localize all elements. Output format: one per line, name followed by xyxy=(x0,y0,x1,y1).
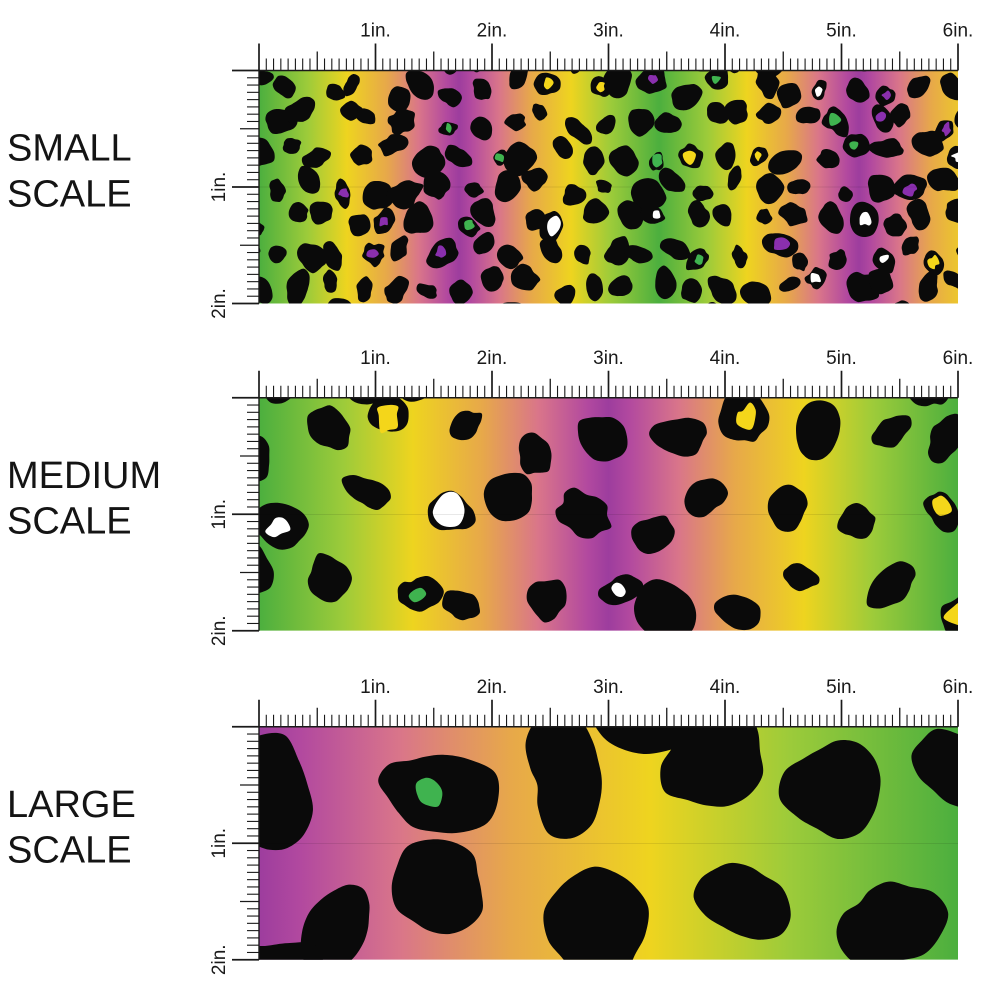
svg-text:2in.: 2in. xyxy=(209,615,230,646)
svg-text:SMALL: SMALL xyxy=(7,128,132,170)
svg-text:SCALE: SCALE xyxy=(7,830,132,872)
svg-text:1in.: 1in. xyxy=(360,677,391,698)
svg-text:4in.: 4in. xyxy=(710,348,741,369)
svg-text:5in.: 5in. xyxy=(826,677,857,698)
svg-text:5in.: 5in. xyxy=(826,21,857,42)
svg-text:2in.: 2in. xyxy=(477,21,508,42)
svg-text:2in.: 2in. xyxy=(209,288,230,319)
svg-text:SCALE: SCALE xyxy=(7,173,132,215)
svg-text:3in.: 3in. xyxy=(593,348,624,369)
svg-text:6in.: 6in. xyxy=(943,21,974,42)
svg-text:1in.: 1in. xyxy=(209,828,230,859)
svg-text:1in.: 1in. xyxy=(360,348,391,369)
svg-text:1in.: 1in. xyxy=(209,499,230,530)
svg-text:4in.: 4in. xyxy=(710,677,741,698)
svg-text:MEDIUM: MEDIUM xyxy=(7,455,161,497)
svg-text:2in.: 2in. xyxy=(209,944,230,975)
svg-text:1in.: 1in. xyxy=(209,172,230,203)
svg-text:3in.: 3in. xyxy=(593,21,624,42)
svg-text:6in.: 6in. xyxy=(943,677,974,698)
svg-text:5in.: 5in. xyxy=(826,348,857,369)
svg-text:LARGE: LARGE xyxy=(7,784,136,826)
svg-text:2in.: 2in. xyxy=(477,677,508,698)
svg-text:6in.: 6in. xyxy=(943,348,974,369)
svg-text:1in.: 1in. xyxy=(360,21,391,42)
svg-text:4in.: 4in. xyxy=(710,21,741,42)
svg-text:SCALE: SCALE xyxy=(7,501,132,543)
svg-text:3in.: 3in. xyxy=(593,677,624,698)
svg-text:2in.: 2in. xyxy=(477,348,508,369)
